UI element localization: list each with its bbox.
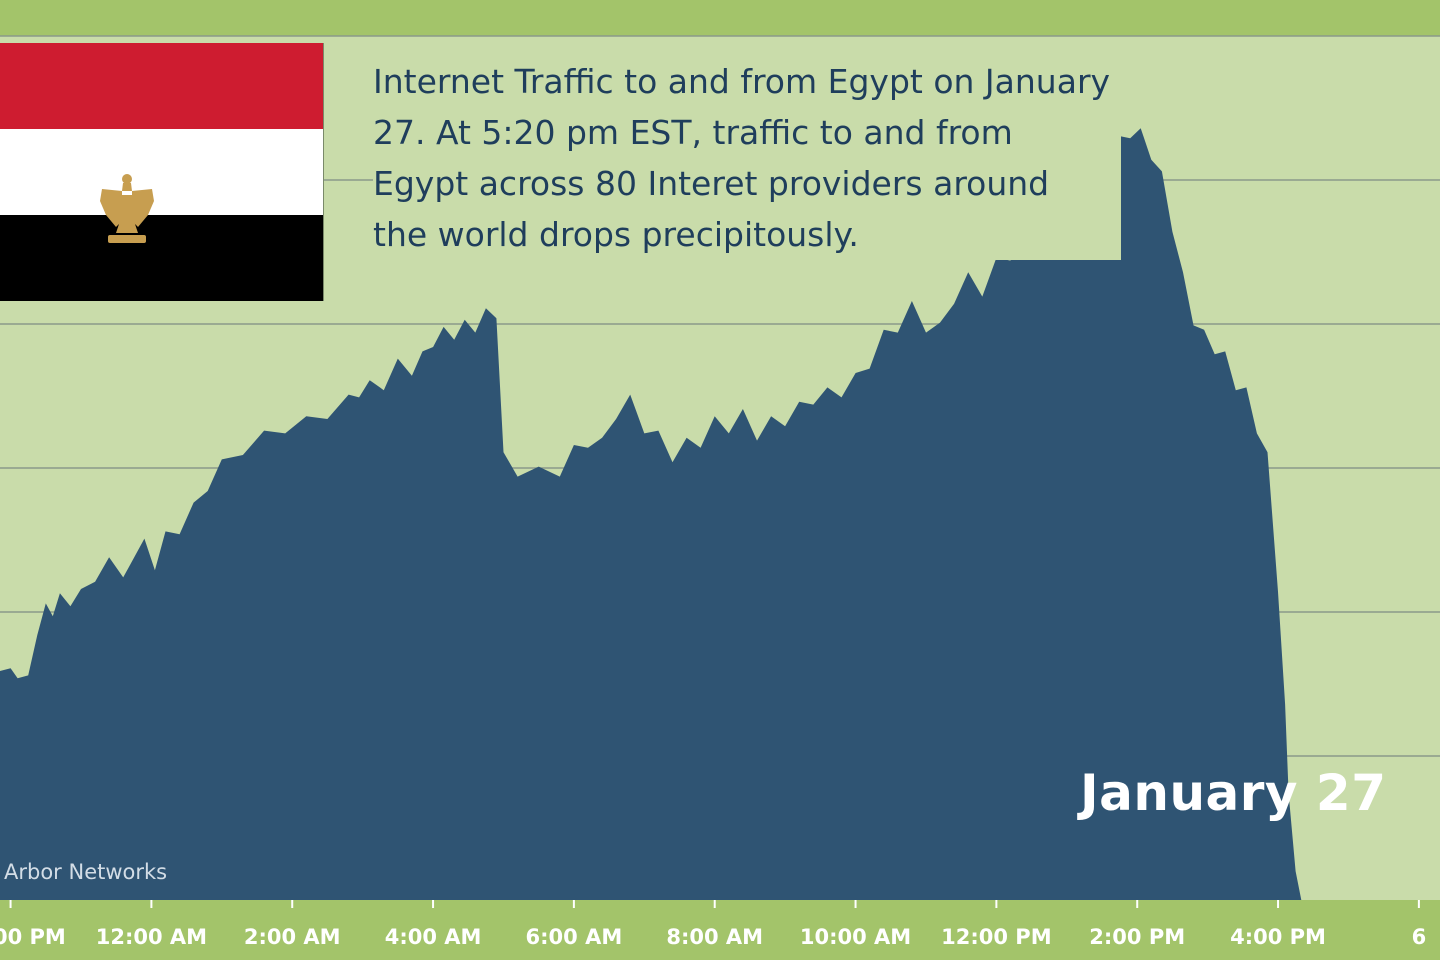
eagle-of-saladin-icon bbox=[100, 174, 154, 243]
source-credit: Arbor Networks bbox=[4, 860, 168, 884]
flag-band-white bbox=[0, 129, 323, 215]
flag-band-black bbox=[0, 215, 323, 301]
x-tick-label: 6 bbox=[1412, 925, 1427, 949]
x-axis-labels: 10:00 PM 12:00 AM 2:00 AM 4:00 AM 6:00 AM 8:0… bbox=[0, 925, 1426, 949]
chart-caption: Internet Traffic to and from Egypt on Ja… bbox=[373, 56, 1121, 260]
traffic-area-series bbox=[0, 110, 1314, 900]
x-tick-label: 4:00 AM bbox=[385, 925, 482, 949]
x-tick-label: 10:00 PM bbox=[0, 925, 66, 949]
flag-band-red bbox=[0, 43, 323, 129]
x-axis-ticks bbox=[9, 900, 1420, 908]
x-tick-label: 2:00 AM bbox=[244, 925, 341, 949]
x-tick-label: 12:00 AM bbox=[96, 925, 207, 949]
x-tick-label: 10:00 AM bbox=[800, 925, 911, 949]
x-tick-label: 4:00 PM bbox=[1230, 925, 1326, 949]
date-label: January 27 bbox=[1080, 764, 1387, 822]
x-tick-label: 2:00 PM bbox=[1089, 925, 1185, 949]
x-tick-label: 6:00 AM bbox=[526, 925, 623, 949]
egypt-flag bbox=[0, 43, 324, 301]
x-tick-label: 8:00 AM bbox=[666, 925, 763, 949]
x-tick-label: 12:00 PM bbox=[941, 925, 1051, 949]
